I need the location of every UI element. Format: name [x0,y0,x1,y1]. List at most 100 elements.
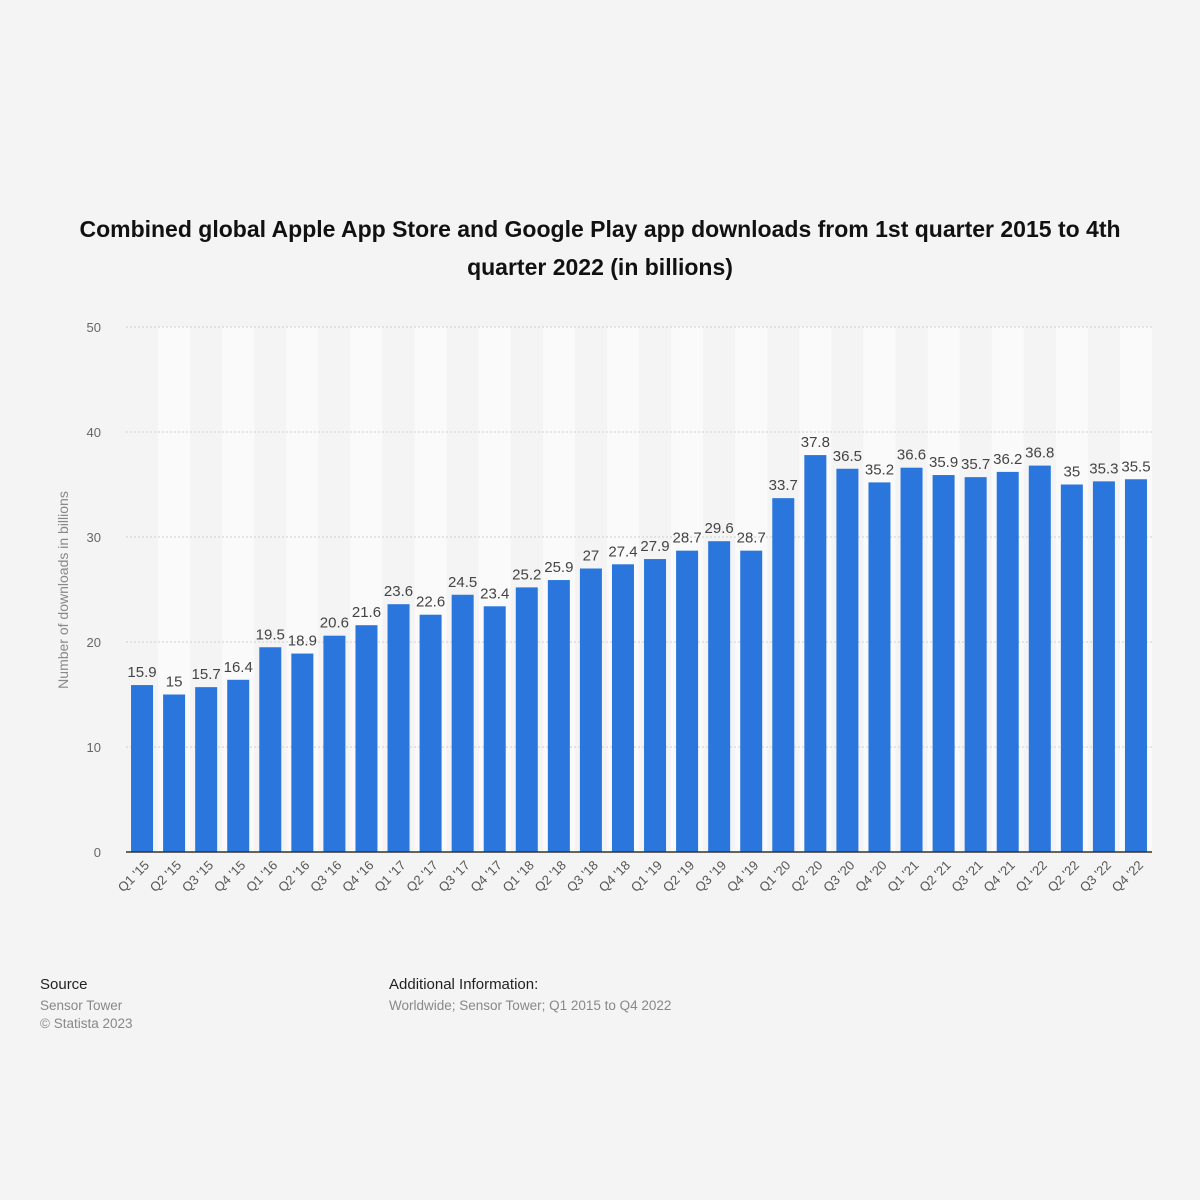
bar[interactable] [836,468,859,852]
x-tick-label: Q2 '18 [532,858,569,895]
data-label: 29.6 [705,520,734,537]
data-label: 27.4 [608,543,637,560]
bar[interactable] [227,679,250,852]
x-tick-label: Q3 '21 [948,858,985,895]
data-label: 15 [166,674,183,691]
data-label: 15.9 [127,664,156,681]
bar[interactable] [579,568,602,853]
bar[interactable] [323,635,346,852]
x-tick-label: Q4 '19 [724,858,761,895]
data-label: 21.6 [352,604,381,621]
x-tick-label: Q4 '16 [339,858,376,895]
data-label: 25.9 [544,559,573,576]
data-label: 27 [583,548,600,565]
x-tick-label: Q2 '21 [916,858,953,895]
data-label: 22.6 [416,594,445,611]
data-label: 36.6 [897,447,926,464]
bar[interactable] [163,694,186,853]
bar[interactable] [611,564,634,852]
data-label: 33.7 [769,477,798,494]
y-tick-label: 20 [87,635,101,650]
bar[interactable] [804,455,827,852]
data-label: 35.7 [961,456,990,473]
copyright-line: © Statista 2023 [40,1016,133,1031]
data-label: 35.9 [929,454,958,471]
data-label: 16.4 [224,659,253,676]
source-heading: Source [40,976,88,993]
bar[interactable] [547,580,570,852]
bar[interactable] [387,604,410,852]
bar[interactable] [964,477,987,852]
data-label: 37.8 [801,434,830,451]
bar[interactable] [900,467,923,852]
bar[interactable] [1028,465,1051,852]
bar[interactable] [483,606,506,852]
y-tick-label: 50 [87,320,101,335]
data-label: 18.9 [288,633,317,650]
bar[interactable] [419,614,442,852]
bar[interactable] [868,482,891,852]
gridlines [126,326,1152,748]
data-label: 19.5 [256,626,285,643]
data-label: 35.3 [1089,460,1118,477]
bar[interactable] [355,625,378,852]
bars [131,455,1147,852]
data-label: 23.6 [384,583,413,600]
x-tick-label: Q1 '17 [371,858,408,895]
data-label: 28.7 [672,530,701,547]
x-tick-label: Q4 '21 [980,858,1017,895]
x-tick-label: Q3 '16 [307,858,344,895]
bar-chart: 0 10 20 30 40 50 15.9 15 15.7 16.419.5 18.920.621… [55,320,1152,895]
bar[interactable] [708,541,731,852]
bar[interactable] [259,647,282,852]
x-tick-label: Q3 '19 [692,858,729,895]
x-tick-label: Q2 '15 [147,858,184,895]
x-tick-label: Q2 '17 [403,858,440,895]
x-tick-label: Q3 '15 [179,858,216,895]
x-tick-label: Q1 '18 [499,858,536,895]
bar[interactable] [515,587,538,852]
y-axis-label: Number of downloads in billions [55,491,71,689]
x-tick-label: Q3 '17 [435,858,472,895]
x-tick-label: Q4 '20 [852,858,889,895]
data-label: 36.2 [993,451,1022,468]
additional-info-heading: Additional Information: [389,976,539,993]
x-tick-label: Q2 '20 [788,858,825,895]
bar[interactable] [451,594,474,852]
bar[interactable] [1124,479,1147,852]
data-labels: 15.9 15 15.7 16.419.5 18.920.621.623.622.624… [127,434,1150,690]
bar[interactable] [676,550,699,852]
bar[interactable] [772,498,795,852]
y-tick-label: 0 [94,845,101,860]
data-label: 36.5 [833,448,862,465]
bar[interactable] [644,559,667,852]
x-tick-label: Q2 '19 [660,858,697,895]
data-label: 28.7 [737,530,766,547]
data-label: 35 [1064,464,1081,481]
x-tick-label: Q3 '22 [1077,858,1114,895]
x-tick-label: Q1 '16 [243,858,280,895]
y-axis-ticks: 0 10 20 30 40 50 [87,320,101,860]
bar[interactable] [291,653,314,852]
additional-info-text: Worldwide; Sensor Tower; Q1 2015 to Q4 2… [389,998,672,1013]
bar[interactable] [1060,484,1083,853]
x-tick-label: Q4 '17 [467,858,504,895]
x-tick-label: Q1 '20 [756,858,793,895]
bar[interactable] [740,550,763,852]
bar[interactable] [1092,481,1115,852]
x-tick-label: Q1 '22 [1012,858,1049,895]
bar[interactable] [195,687,218,852]
bar[interactable] [131,685,154,852]
x-tick-label: Q2 '16 [275,858,312,895]
source-line: Sensor Tower [40,998,123,1013]
x-tick-label: Q4 '18 [596,858,633,895]
data-label: 25.2 [512,566,541,583]
data-label: 35.2 [865,461,894,478]
x-tick-label: Q2 '22 [1045,858,1082,895]
x-tick-label: Q4 '22 [1109,858,1146,895]
data-label: 35.5 [1121,458,1150,475]
bar[interactable] [996,471,1019,852]
chart-title: Combined global Apple App Store and Goog… [79,216,1121,280]
bar[interactable] [932,475,955,852]
